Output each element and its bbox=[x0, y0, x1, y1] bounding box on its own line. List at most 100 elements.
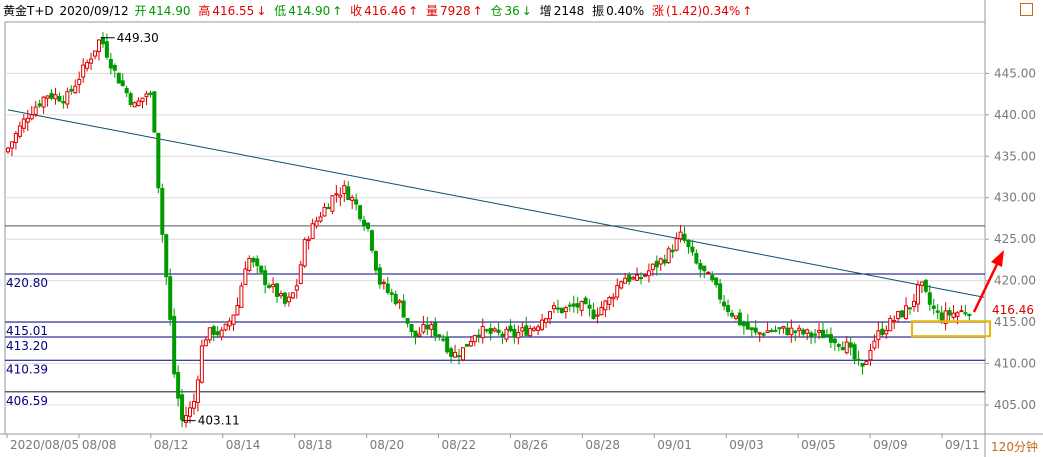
trend-line bbox=[7, 109, 985, 298]
candle-body bbox=[864, 360, 869, 365]
candle-body bbox=[140, 97, 145, 103]
candle-body bbox=[259, 265, 264, 273]
panel-toggle-icon[interactable] bbox=[1020, 3, 1033, 16]
candle-body bbox=[575, 303, 580, 308]
candle-body bbox=[168, 276, 173, 320]
candle-body bbox=[306, 238, 311, 242]
candle-body bbox=[219, 329, 224, 338]
candle-body bbox=[536, 326, 541, 331]
candle-body bbox=[599, 306, 604, 316]
quote-header: 黄金T+D 2020/09/12 开 414.90 高 416.55 ↓ 低 414.9… bbox=[0, 0, 988, 22]
candle-body bbox=[544, 318, 549, 323]
candle-body bbox=[516, 332, 521, 339]
candle-body bbox=[662, 259, 667, 264]
candle-body bbox=[49, 92, 54, 99]
candle-body bbox=[872, 340, 877, 349]
candle-body bbox=[646, 270, 651, 277]
candle-body bbox=[195, 379, 200, 403]
x-tick-label: 08/22 bbox=[442, 438, 477, 452]
candle-body bbox=[172, 315, 177, 375]
y-tick-label: 405.00 bbox=[994, 398, 1036, 412]
candle-body bbox=[215, 331, 220, 336]
candle-body bbox=[919, 281, 924, 286]
candle-body bbox=[548, 311, 553, 320]
candle-body bbox=[29, 114, 34, 120]
candle-body bbox=[528, 328, 533, 337]
candle-body bbox=[468, 340, 473, 347]
candle-body bbox=[559, 307, 564, 314]
candle-body bbox=[805, 329, 810, 334]
candle-body bbox=[108, 58, 113, 69]
candle-body bbox=[338, 194, 343, 198]
candle-body bbox=[817, 329, 822, 333]
candle-body bbox=[369, 230, 374, 251]
annotation-arrow bbox=[972, 257, 1002, 313]
candle-body bbox=[642, 274, 647, 277]
candle-body bbox=[686, 239, 691, 248]
candle-body bbox=[421, 323, 426, 333]
candle-body bbox=[413, 330, 418, 338]
candle-body bbox=[164, 234, 169, 278]
candle-body bbox=[409, 323, 414, 332]
candle-body bbox=[492, 328, 497, 332]
candle-body bbox=[951, 312, 956, 318]
candle-body bbox=[239, 285, 244, 308]
candle-body bbox=[729, 312, 734, 317]
change-value: 涨 (1.42)0.34% ↑ bbox=[652, 4, 753, 18]
candle-body bbox=[124, 87, 129, 94]
candle-body bbox=[947, 310, 952, 316]
candle-body bbox=[460, 347, 465, 361]
candle-body bbox=[187, 407, 192, 417]
candle-body bbox=[33, 106, 38, 115]
candle-body bbox=[658, 258, 663, 265]
candle-body bbox=[358, 205, 363, 220]
candle-body bbox=[247, 257, 252, 271]
candle-body bbox=[524, 325, 529, 336]
candle-body bbox=[191, 401, 196, 409]
y-tick-label: 410.00 bbox=[994, 357, 1036, 371]
candle-body bbox=[504, 328, 509, 340]
candle-body bbox=[45, 95, 50, 99]
candle-body bbox=[445, 336, 450, 353]
level-label: 415.01 bbox=[6, 324, 48, 338]
candle-body bbox=[13, 133, 18, 144]
candle-body bbox=[908, 307, 913, 310]
candle-body bbox=[69, 88, 74, 92]
candle-body bbox=[880, 328, 885, 335]
candle-body bbox=[41, 96, 46, 108]
candle-body bbox=[737, 312, 742, 326]
candle-body bbox=[488, 327, 493, 334]
candle-body bbox=[25, 117, 30, 123]
candle-body bbox=[298, 264, 303, 284]
candle-body bbox=[900, 310, 905, 318]
candle-body bbox=[551, 305, 556, 310]
candle-body bbox=[848, 342, 853, 348]
candle-body bbox=[199, 345, 204, 383]
candle-body bbox=[856, 358, 861, 361]
candle-body bbox=[868, 350, 873, 361]
candle-body bbox=[512, 328, 517, 337]
open-value: 开 414.90 bbox=[134, 4, 191, 18]
x-tick-label: 08/12 bbox=[154, 438, 189, 452]
candle-body bbox=[310, 223, 315, 240]
candle-body bbox=[314, 220, 319, 227]
candle-body bbox=[100, 37, 105, 45]
candle-body bbox=[935, 310, 940, 313]
candle-body bbox=[765, 330, 770, 334]
candle-body bbox=[73, 85, 78, 94]
candle-body bbox=[227, 320, 232, 327]
candle-body bbox=[638, 277, 643, 280]
period-selector-button[interactable]: 120分钟 bbox=[991, 440, 1038, 454]
candle-body bbox=[207, 327, 212, 341]
candle-body bbox=[654, 260, 659, 268]
candle-body bbox=[373, 250, 378, 271]
candle-body bbox=[385, 283, 390, 293]
level-label: 420.80 bbox=[6, 276, 48, 290]
y-tick-label: 420.00 bbox=[994, 274, 1036, 288]
candle-body bbox=[706, 271, 711, 274]
candle-body bbox=[354, 199, 359, 205]
candle-body bbox=[500, 333, 505, 337]
quote-date: 2020/09/12 bbox=[59, 4, 129, 18]
candle-body bbox=[757, 332, 762, 335]
high-value: 高 416.55 ↓ bbox=[198, 4, 267, 18]
